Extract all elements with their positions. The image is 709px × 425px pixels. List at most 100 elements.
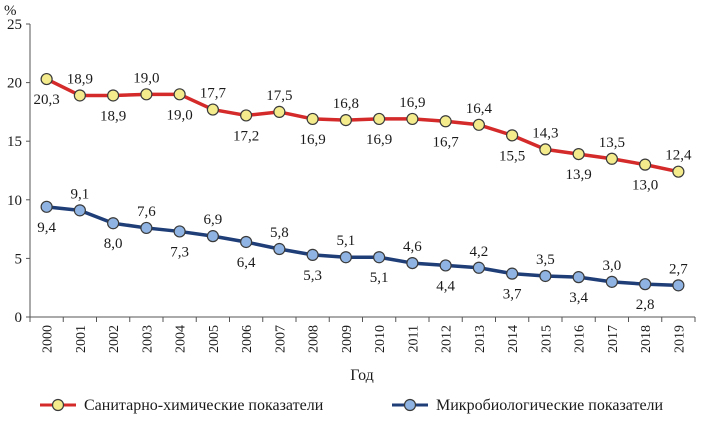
axes [29,24,695,318]
series-layer [40,72,685,292]
data-label: 2,7 [669,261,688,277]
data-point [672,279,685,292]
legend-marker-swatch [51,398,65,412]
data-label: 20,3 [34,92,60,108]
data-label: 19,0 [167,107,193,123]
data-label: 5,8 [270,225,289,241]
data-point [140,221,153,235]
x-tick-label: 2005 [207,325,222,353]
data-label: 9,1 [71,186,90,202]
x-tick-label: 2007 [273,325,288,353]
y-tick-label: 10 [7,193,22,209]
data-label: 8,0 [104,236,123,252]
data-label: 13,5 [599,135,625,151]
data-point [672,165,685,178]
x-tick-label: 2009 [340,325,355,353]
data-label: 5,3 [303,268,322,284]
data-point [472,261,485,274]
data-label: 5,1 [337,233,356,249]
x-tick-label: 2012 [440,325,455,353]
y-tick-label: 15 [7,134,22,150]
y-tick-label: 0 [15,310,23,326]
data-point [107,217,120,230]
data-label: 7,3 [170,244,189,260]
data-point [306,248,319,261]
data-point [605,152,618,165]
legend-item-1: Санитарно-химические показатели [40,397,324,414]
data-label: 16,7 [433,134,460,150]
y-tick-label: 20 [7,76,22,92]
data-point [639,158,652,171]
x-tick-label: 2014 [506,325,521,353]
data-label: 16,8 [333,96,359,112]
x-tick-label: 2018 [639,325,654,353]
data-label: 6,9 [204,212,223,228]
data-label: 16,9 [300,132,326,148]
data-point [273,105,286,119]
x-tick-label: 2003 [140,325,155,353]
series-1 [40,72,685,178]
data-label: 17,5 [266,88,292,104]
data-point [506,267,519,280]
x-tick-label: 2000 [41,325,56,353]
data-point [339,251,352,264]
y-axis-unit-label: % [4,3,17,19]
data-label: 4,2 [470,244,489,260]
data-label: 16,4 [466,101,493,117]
x-tick-label: 2001 [74,325,89,353]
data-label: 7,6 [137,204,156,220]
data-point [339,114,352,127]
data-point [539,269,552,283]
x-tick-label: 2019 [672,325,687,353]
data-label: 17,7 [200,86,227,102]
data-label: 13,9 [566,167,592,183]
legend-item-2: Микробиологические показатели [392,397,664,414]
data-label: 9,4 [37,220,56,236]
x-tick-label: 2015 [539,325,554,353]
data-label: 17,2 [233,128,259,144]
data-labels-layer: 20,3 18,9 18,9 19,0 19,0 17,7 17,2 17,5 16,9 16,8… [34,70,693,313]
data-label: 4,4 [436,278,455,294]
data-point [140,88,153,101]
data-label: 2,8 [636,297,655,313]
x-tick-label: 2002 [107,325,122,353]
data-point [40,72,53,86]
data-label: 12,4 [665,148,692,164]
data-label: 3,4 [569,290,588,306]
data-point [605,275,618,288]
data-point [240,109,253,122]
data-label: 3,0 [603,258,622,274]
data-label: 4,6 [403,239,422,255]
data-label: 3,7 [503,287,522,303]
legend-label: Микробиологические показатели [436,397,664,414]
x-tick-label: 2011 [406,325,421,352]
data-point [406,256,419,270]
legend: Санитарно-химические показатели Микробиол… [40,397,664,414]
y-tick-label: 5 [15,251,23,267]
data-point [107,89,120,102]
data-point [206,103,219,116]
x-axis-ticks: 2000 2001 2002 2003 2004 2005 2006 2007 2008 2009… [29,317,696,353]
data-point [373,251,386,264]
data-point [639,278,652,291]
data-point [40,200,53,213]
data-point [439,115,452,128]
legend-label: Санитарно-химические показатели [84,397,324,414]
x-tick-label: 2006 [240,325,255,353]
data-label: 18,9 [67,71,93,87]
data-point [273,242,286,256]
x-axis-title: Год [350,367,374,384]
data-point [539,143,552,156]
data-point [73,89,86,102]
y-tick-label: 25 [7,17,22,33]
data-label: 5,1 [370,270,389,286]
x-tick-label: 2008 [307,325,322,353]
x-tick-label: 2016 [573,325,588,353]
x-tick-label: 2010 [373,325,388,353]
data-point [306,112,319,126]
data-point [373,112,386,126]
data-point [173,88,186,101]
data-label: 6,4 [237,255,256,271]
data-label: 16,9 [399,95,425,111]
data-label: 13,0 [632,178,658,194]
